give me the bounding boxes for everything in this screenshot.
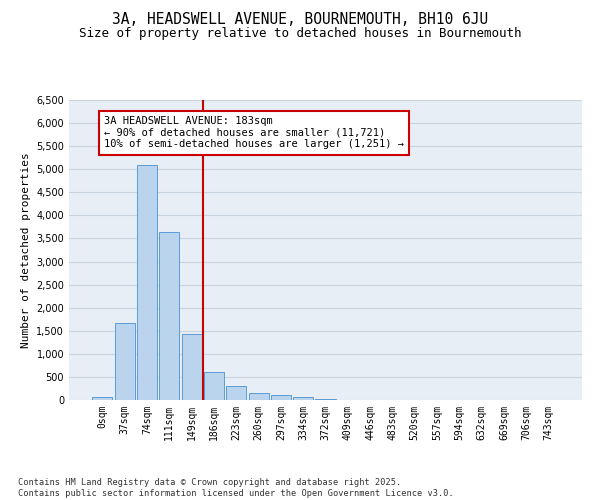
Bar xyxy=(226,386,246,400)
Bar xyxy=(92,397,112,400)
Text: Contains HM Land Registry data © Crown copyright and database right 2025.
Contai: Contains HM Land Registry data © Crown c… xyxy=(18,478,454,498)
Bar xyxy=(293,397,313,400)
Text: Size of property relative to detached houses in Bournemouth: Size of property relative to detached ho… xyxy=(79,28,521,40)
Y-axis label: Number of detached properties: Number of detached properties xyxy=(21,152,31,348)
Bar xyxy=(248,393,269,400)
Bar xyxy=(204,372,224,400)
Bar xyxy=(271,394,291,400)
Bar xyxy=(316,398,335,400)
Bar xyxy=(159,232,179,400)
Text: 3A, HEADSWELL AVENUE, BOURNEMOUTH, BH10 6JU: 3A, HEADSWELL AVENUE, BOURNEMOUTH, BH10 … xyxy=(112,12,488,28)
Bar xyxy=(182,334,202,400)
Text: 3A HEADSWELL AVENUE: 183sqm
← 90% of detached houses are smaller (11,721)
10% of: 3A HEADSWELL AVENUE: 183sqm ← 90% of det… xyxy=(104,116,404,150)
Bar xyxy=(137,164,157,400)
Bar xyxy=(115,323,135,400)
